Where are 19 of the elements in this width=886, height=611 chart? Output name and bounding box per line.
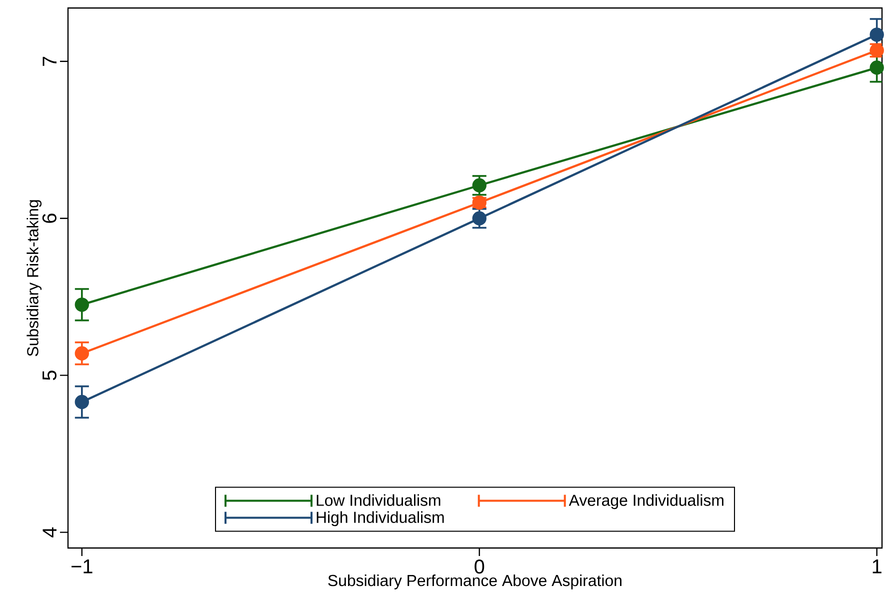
legend-label: Low Individualism (316, 494, 440, 506)
y-tick-label: 6 (42, 214, 56, 223)
x-tick-label: 1 (872, 560, 882, 574)
y-axis-title: Subsidiary Risk-taking (26, 200, 42, 356)
point (74, 346, 90, 360)
y-tick-label: 4 (42, 527, 56, 538)
x-tick-label: −1 (72, 560, 92, 574)
point (870, 28, 884, 42)
x-tick-label: 0 (474, 560, 484, 574)
x-axis-title: Subsidiary Performance Above Aspiration (328, 574, 622, 590)
y-tick-label: 7 (42, 56, 56, 66)
y-tick-label: 5 (42, 370, 56, 380)
point (74, 394, 90, 410)
legend-label: High Individualism (316, 511, 444, 526)
point (870, 60, 884, 75)
point (472, 211, 486, 226)
legend-label: Average Individualism (568, 494, 724, 510)
point (74, 298, 90, 312)
point (472, 178, 486, 192)
